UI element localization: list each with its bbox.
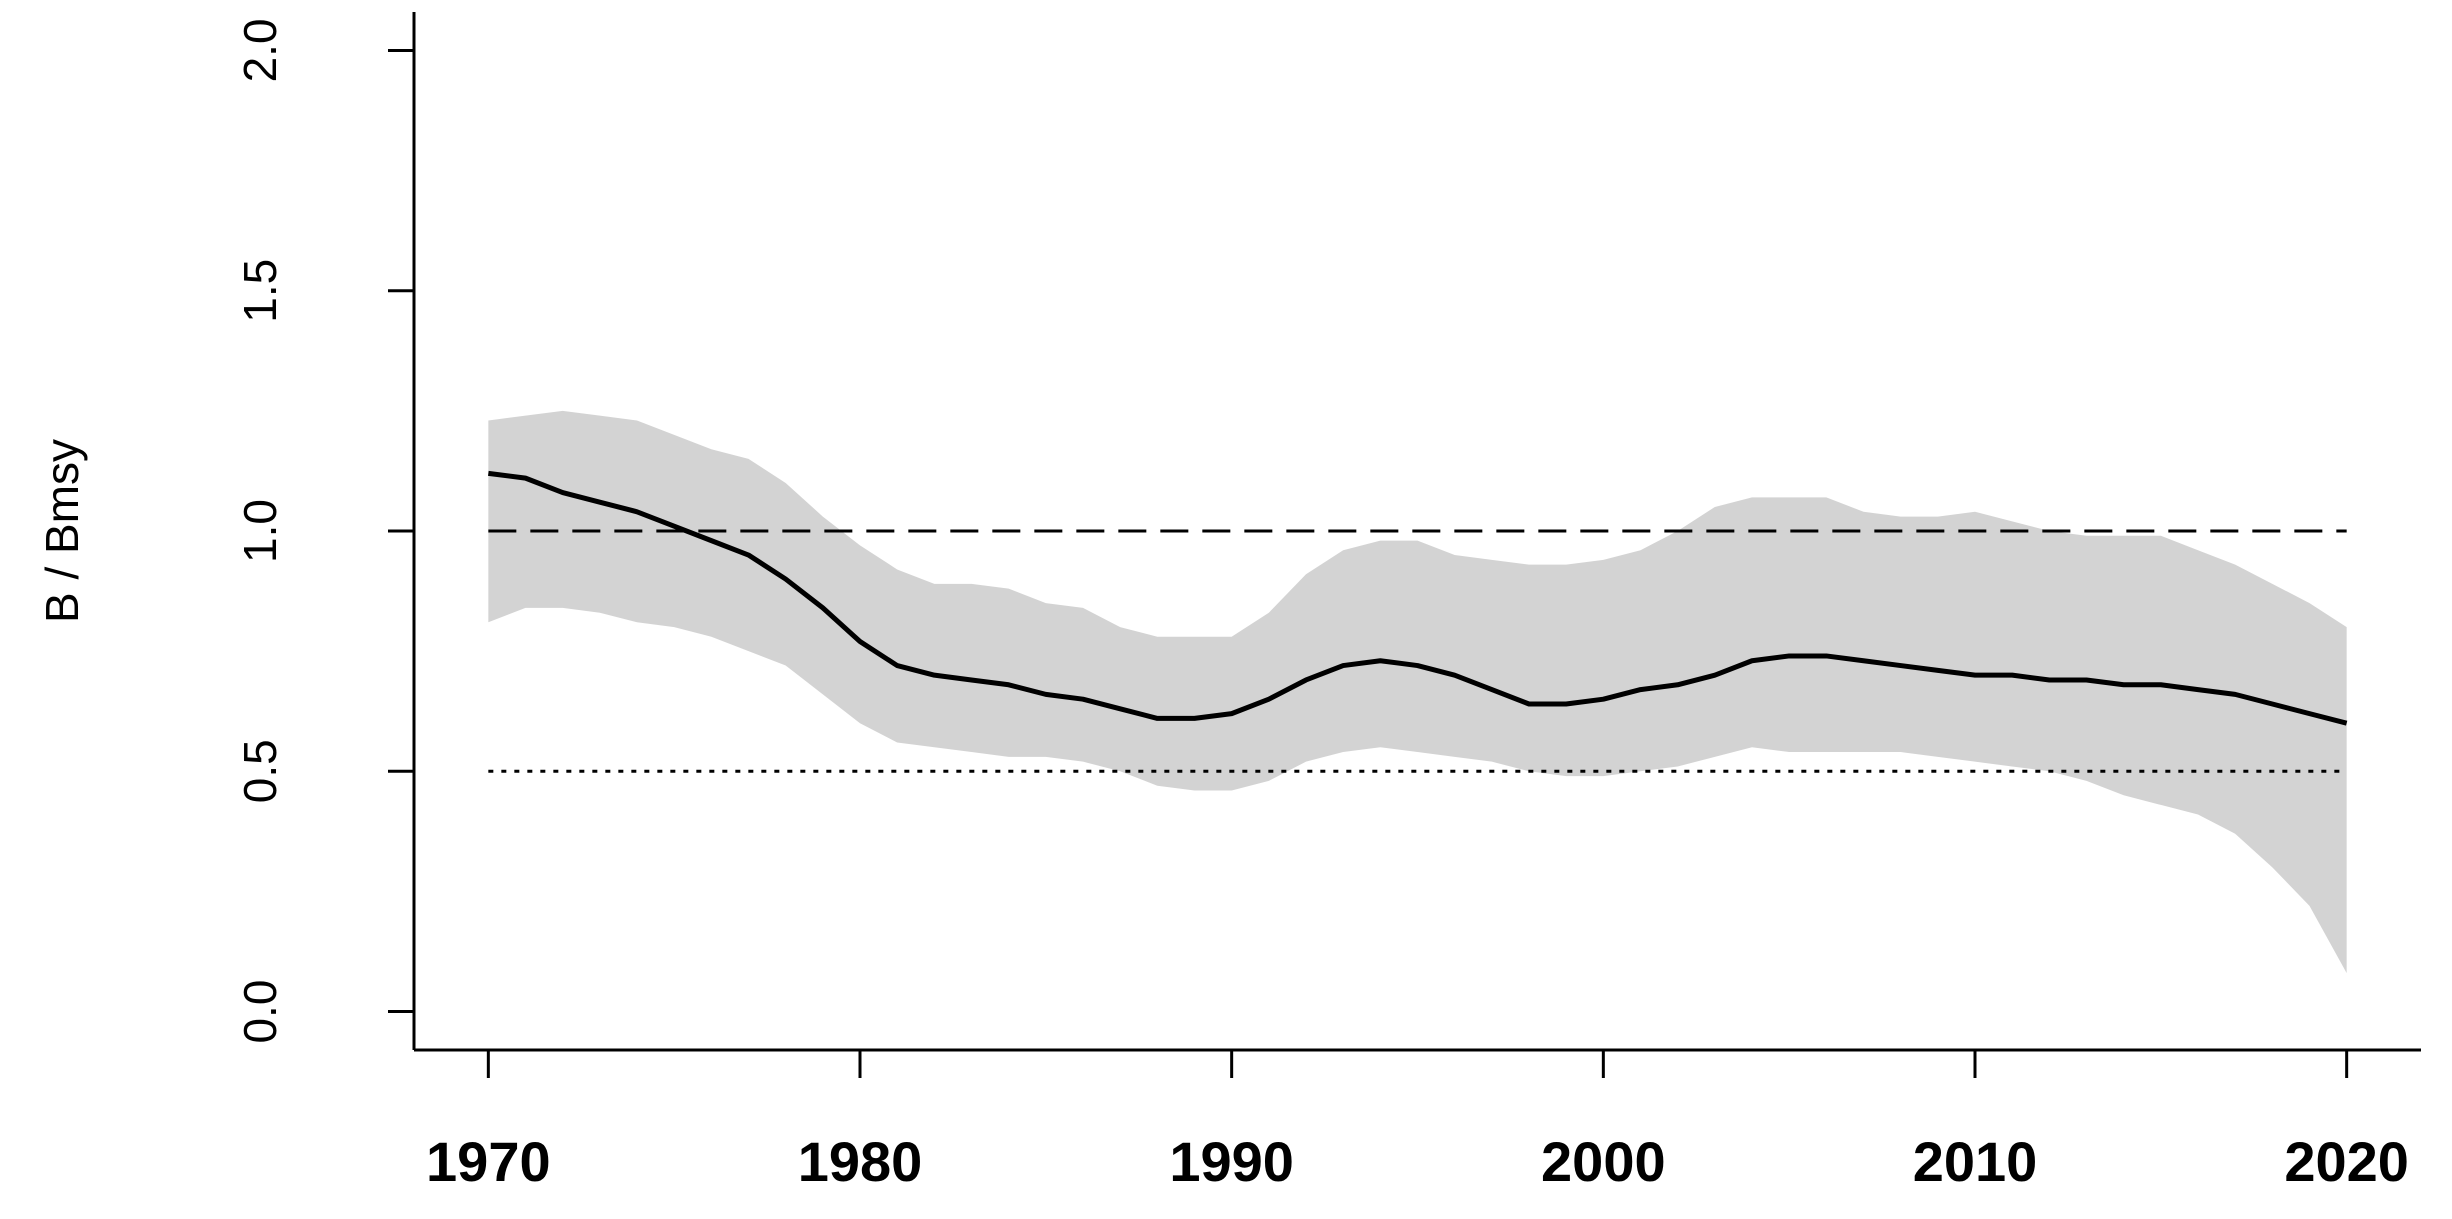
x-tick-label: 2010 bbox=[1913, 1130, 2038, 1193]
y-tick-label: 0.5 bbox=[234, 739, 286, 803]
y-tick-label: 1.5 bbox=[234, 259, 286, 323]
line bbox=[488, 470, 2348, 726]
x-tick-label: 1970 bbox=[426, 1130, 551, 1193]
y-axis-label: B / Bmsy bbox=[36, 439, 88, 623]
x-tick-label: 1980 bbox=[798, 1130, 923, 1193]
y-tick-label: 0.0 bbox=[234, 980, 286, 1044]
confidence-band bbox=[488, 410, 2347, 974]
y-tick-label: 1.0 bbox=[234, 499, 286, 563]
x-tick-label: 1990 bbox=[1169, 1130, 1294, 1193]
x-tick-label: 2020 bbox=[2284, 1130, 2409, 1193]
x-tick-label: 2000 bbox=[1541, 1130, 1666, 1193]
y-tick-label: 2.0 bbox=[234, 18, 286, 82]
